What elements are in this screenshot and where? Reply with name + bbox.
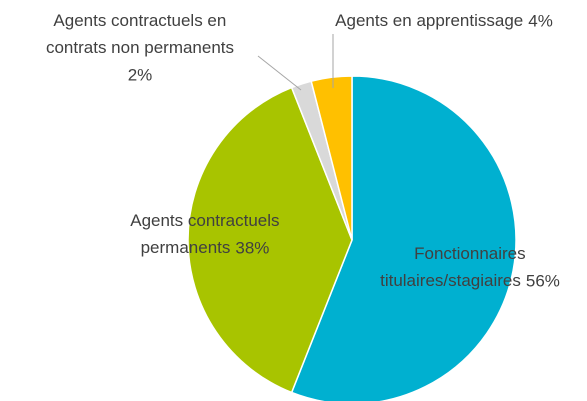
pie-slice — [310, 75, 353, 241]
pie-slice — [187, 86, 353, 394]
slice-value-label: 38% — [235, 238, 269, 257]
leader-line — [257, 55, 302, 91]
slice-label: Agents contractuels en contrats non perm… — [46, 11, 234, 57]
slice-label: Agents contractuels permanents — [130, 211, 284, 257]
slice-value-label: 56% — [526, 271, 560, 290]
slice-label: Agents en apprentissage — [335, 11, 523, 30]
slice-value-label: 2% — [128, 65, 153, 84]
pie-slice — [290, 75, 517, 401]
slice-label: Fonctionnaires titulaires/stagiaires — [380, 244, 530, 290]
slice-value-label: 4% — [528, 11, 553, 30]
